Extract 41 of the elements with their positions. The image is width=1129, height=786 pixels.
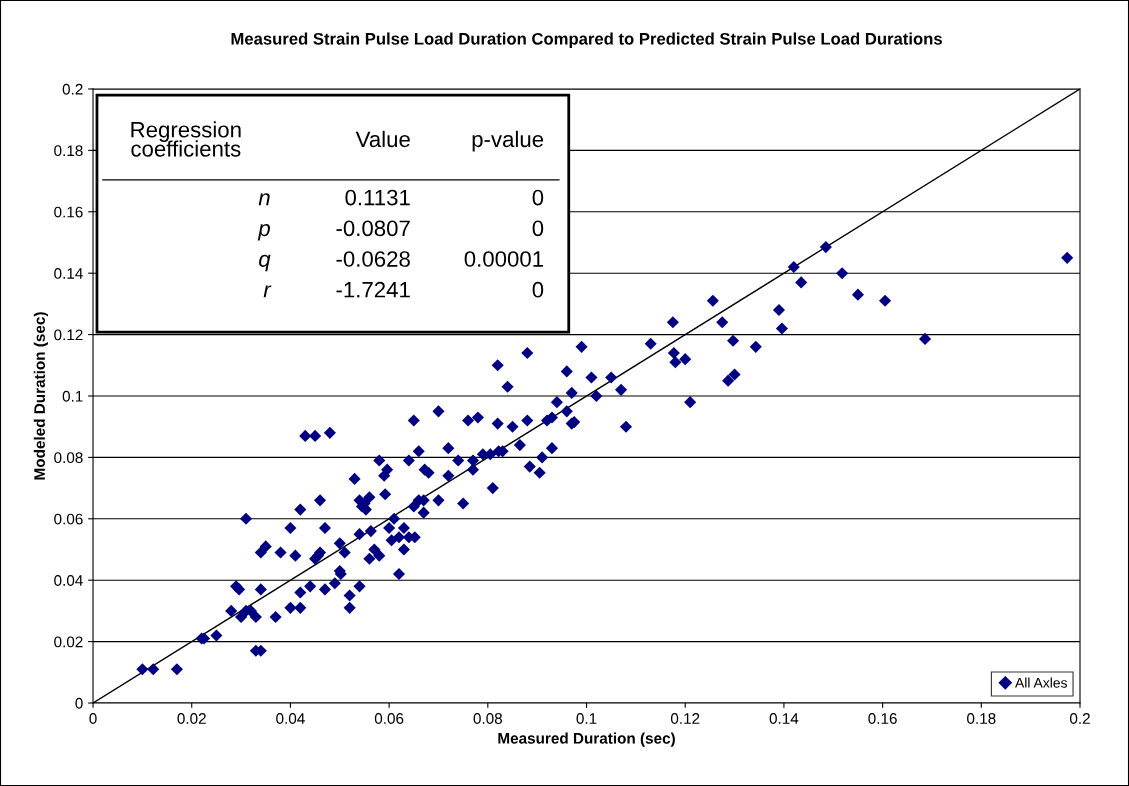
annotation: -0.0807 [336, 220, 410, 237]
annotation: 0.00001 [464, 251, 543, 267]
x-tick-label: 0.08 [473, 713, 503, 724]
annotation: -0.0628 [336, 251, 410, 267]
y-tick-label: 0.04 [54, 575, 83, 586]
legend-label: All Axles [1015, 677, 1067, 688]
annotation: 0 [532, 281, 544, 298]
annotation: p-value [472, 130, 544, 152]
chart-title: Measured Strain Pulse Load Duration Compared to Predicted Strain Pulse Load Durations [231, 32, 942, 48]
y-tick-label: 0.12 [54, 329, 83, 341]
y-tick-label: 0.14 [54, 268, 83, 279]
y-tick-label: 0.02 [54, 636, 83, 648]
annotation: q [259, 254, 271, 272]
annotation: Regression coefficients [131, 121, 241, 157]
x-tick-label: 0.04 [276, 713, 305, 724]
y-tick-label: 0.2 [62, 83, 83, 95]
annotation: 0.1131 [345, 189, 410, 206]
x-tick-label: 0.12 [670, 713, 700, 724]
y-axis-title: Modeled Duration (sec) [33, 312, 49, 480]
x-tick-label: 0.16 [868, 713, 897, 724]
y-tick-label: 0 [75, 697, 83, 709]
x-tick-label: 0.02 [177, 713, 206, 724]
annotation: Value [355, 130, 410, 148]
y-tick-label: 0.1 [62, 390, 83, 402]
x-tick-label: 0 [89, 713, 97, 724]
y-tick-label: 0.18 [54, 145, 83, 157]
annotation: 0 [532, 189, 544, 206]
annotation: -1.7241 [336, 281, 410, 298]
annotation: 0 [532, 220, 544, 237]
x-axis-title: Measured Duration (sec) [498, 732, 675, 747]
y-tick-label: 0.16 [54, 206, 83, 218]
annotation: p [257, 223, 270, 241]
x-tick-label: 0.14 [769, 713, 799, 724]
y-tick-label: 0.08 [54, 452, 83, 464]
x-tick-label: 0.1 [576, 713, 597, 724]
x-tick-label: 0.2 [1069, 713, 1090, 724]
x-tick-label: 0.06 [374, 713, 404, 724]
y-tick-label: 0.06 [54, 513, 83, 525]
x-tick-label: 0.18 [967, 713, 996, 724]
annotation: n [258, 193, 270, 206]
annotation: r [263, 285, 272, 298]
